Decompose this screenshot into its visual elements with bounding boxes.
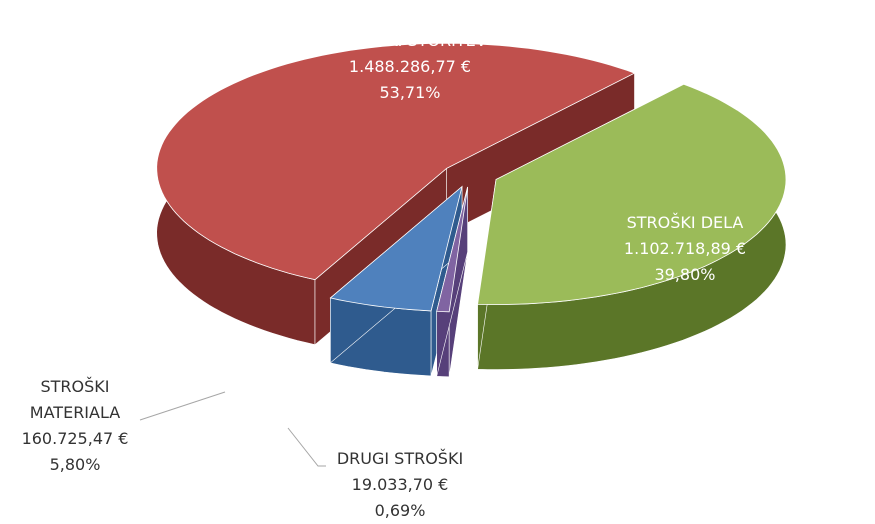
slice-top bbox=[477, 83, 787, 305]
slice-label: DRUGI STROŠKI 19.033,70 € 0,69% bbox=[300, 446, 500, 524]
value-label: 53,71% bbox=[379, 83, 441, 102]
slice-top bbox=[329, 185, 463, 312]
slice-top bbox=[156, 42, 636, 281]
amount-label: 19.033,70 € bbox=[351, 475, 449, 494]
amount-label: 1.488.286,77 € bbox=[348, 57, 472, 76]
category-label: STROŠKI DELA bbox=[626, 213, 744, 232]
slice-label: STROŠKI STORITEV 1.488.286,77 € 53,71% bbox=[310, 28, 510, 106]
amount-label: 160.725,47 € bbox=[21, 429, 129, 448]
value-label: 39,80% bbox=[654, 265, 716, 284]
slice bbox=[436, 186, 468, 378]
value-label: 0,69% bbox=[374, 501, 426, 520]
slice-label: STROŠKI DELA 1.102.718,89 € 39,80% bbox=[580, 210, 790, 288]
leader-line bbox=[287, 427, 326, 467]
slice bbox=[329, 185, 463, 377]
category-label: DRUGI STROŠKI bbox=[336, 449, 464, 468]
category-label: STROŠKI MATERIALA bbox=[29, 377, 121, 422]
category-label: STROŠKI STORITEV bbox=[333, 31, 487, 50]
value-label: 5,80% bbox=[49, 455, 101, 474]
pie bbox=[156, 42, 787, 378]
slice bbox=[477, 83, 787, 370]
slice-label: STROŠKI MATERIALA 160.725,47 € 5,80% bbox=[0, 374, 150, 478]
slice-top bbox=[436, 186, 468, 313]
leader-line bbox=[139, 391, 226, 421]
amount-label: 1.102.718,89 € bbox=[623, 239, 747, 258]
